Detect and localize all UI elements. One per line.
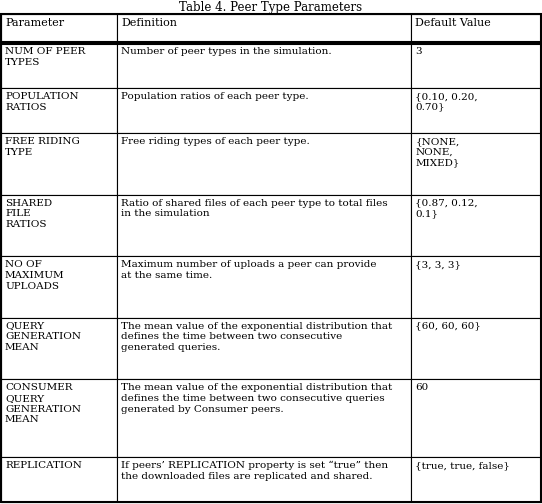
Text: POPULATION
RATIOS: POPULATION RATIOS xyxy=(5,92,79,112)
Text: Maximum number of uploads a peer can provide
at the same time.: Maximum number of uploads a peer can pro… xyxy=(121,260,377,280)
Text: The mean value of the exponential distribution that
defines the time between two: The mean value of the exponential distri… xyxy=(121,322,392,352)
Text: {60, 60, 60}: {60, 60, 60} xyxy=(415,322,481,331)
Text: {true, true, false}: {true, true, false} xyxy=(415,461,510,470)
Text: Definition: Definition xyxy=(121,18,177,28)
Bar xyxy=(411,133,541,195)
Text: Parameter: Parameter xyxy=(5,18,64,28)
Text: If peers’ REPLICATION property is set “true” then
the downloaded files are repli: If peers’ REPLICATION property is set “t… xyxy=(121,461,388,481)
Text: 60: 60 xyxy=(415,383,429,392)
Text: {NONE,
NONE,
MIXED}: {NONE, NONE, MIXED} xyxy=(415,137,460,168)
Text: CONSUMER
QUERY
GENERATION
MEAN: CONSUMER QUERY GENERATION MEAN xyxy=(5,383,81,424)
Text: {0.10, 0.20,
0.70}: {0.10, 0.20, 0.70} xyxy=(415,92,478,112)
Bar xyxy=(411,318,541,379)
Bar xyxy=(1,195,117,256)
Bar xyxy=(411,43,541,88)
Bar xyxy=(1,14,117,43)
Bar xyxy=(117,457,411,502)
Bar xyxy=(117,88,411,133)
Bar xyxy=(411,256,541,318)
Text: Ratio of shared files of each peer type to total files
in the simulation: Ratio of shared files of each peer type … xyxy=(121,199,388,218)
Bar xyxy=(1,318,117,379)
Text: Free riding types of each peer type.: Free riding types of each peer type. xyxy=(121,137,310,146)
Bar xyxy=(1,379,117,457)
Bar xyxy=(411,457,541,502)
Bar xyxy=(117,133,411,195)
Bar xyxy=(117,379,411,457)
Bar xyxy=(1,457,117,502)
Bar xyxy=(411,379,541,457)
Text: 3: 3 xyxy=(415,47,422,56)
Text: NO OF
MAXIMUM
UPLOADS: NO OF MAXIMUM UPLOADS xyxy=(5,260,64,290)
Bar xyxy=(117,256,411,318)
Text: SHARED
FILE
RATIOS: SHARED FILE RATIOS xyxy=(5,199,52,229)
Bar xyxy=(117,43,411,88)
Text: FREE RIDING
TYPE: FREE RIDING TYPE xyxy=(5,137,80,157)
Text: REPLICATION: REPLICATION xyxy=(5,461,82,470)
Text: {3, 3, 3}: {3, 3, 3} xyxy=(415,260,461,269)
Bar xyxy=(117,14,411,43)
Bar xyxy=(1,43,117,88)
Text: Table 4. Peer Type Parameters: Table 4. Peer Type Parameters xyxy=(179,1,363,14)
Text: NUM OF PEER
TYPES: NUM OF PEER TYPES xyxy=(5,47,86,67)
Text: Population ratios of each peer type.: Population ratios of each peer type. xyxy=(121,92,309,101)
Bar xyxy=(117,195,411,256)
Text: Default Value: Default Value xyxy=(415,18,491,28)
Bar xyxy=(117,318,411,379)
Bar xyxy=(1,133,117,195)
Text: Number of peer types in the simulation.: Number of peer types in the simulation. xyxy=(121,47,332,56)
Bar xyxy=(1,88,117,133)
Text: QUERY
GENERATION
MEAN: QUERY GENERATION MEAN xyxy=(5,322,81,352)
Bar xyxy=(411,195,541,256)
Text: The mean value of the exponential distribution that
defines the time between two: The mean value of the exponential distri… xyxy=(121,383,392,413)
Bar xyxy=(1,256,117,318)
Bar xyxy=(411,14,541,43)
Text: {0.87, 0.12,
0.1}: {0.87, 0.12, 0.1} xyxy=(415,199,478,218)
Bar xyxy=(411,88,541,133)
